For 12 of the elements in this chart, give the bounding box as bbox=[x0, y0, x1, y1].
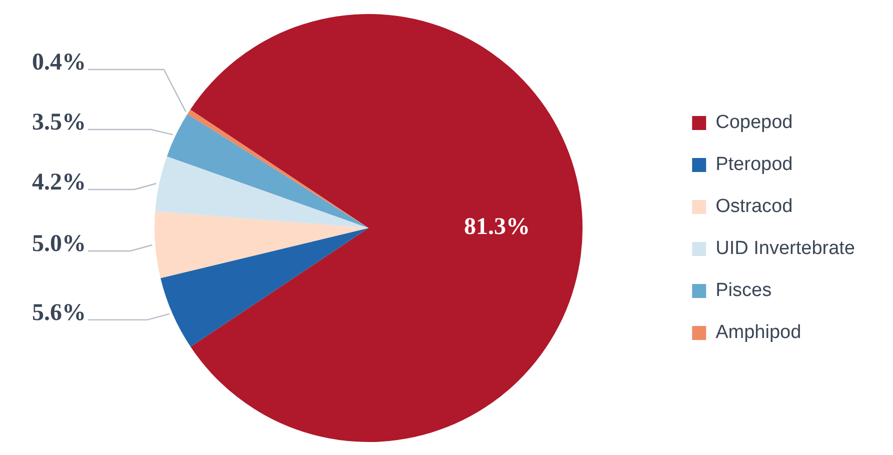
legend-label: Copepod bbox=[716, 112, 793, 134]
legend-label: Pisces bbox=[716, 280, 772, 302]
data-label: 4.2% bbox=[32, 170, 86, 196]
legend-label: Pteropod bbox=[716, 154, 793, 176]
data-label: 81.3% bbox=[464, 214, 530, 240]
data-label: 5.6% bbox=[32, 300, 86, 326]
data-label: 0.4% bbox=[32, 50, 86, 76]
legend-label: UID Invertebrate bbox=[716, 238, 856, 260]
data-label: 5.0% bbox=[32, 231, 86, 258]
data-label: 3.5% bbox=[32, 110, 86, 136]
legend-label: Amphipod bbox=[716, 322, 802, 344]
legend-label: Ostracod bbox=[716, 196, 793, 218]
